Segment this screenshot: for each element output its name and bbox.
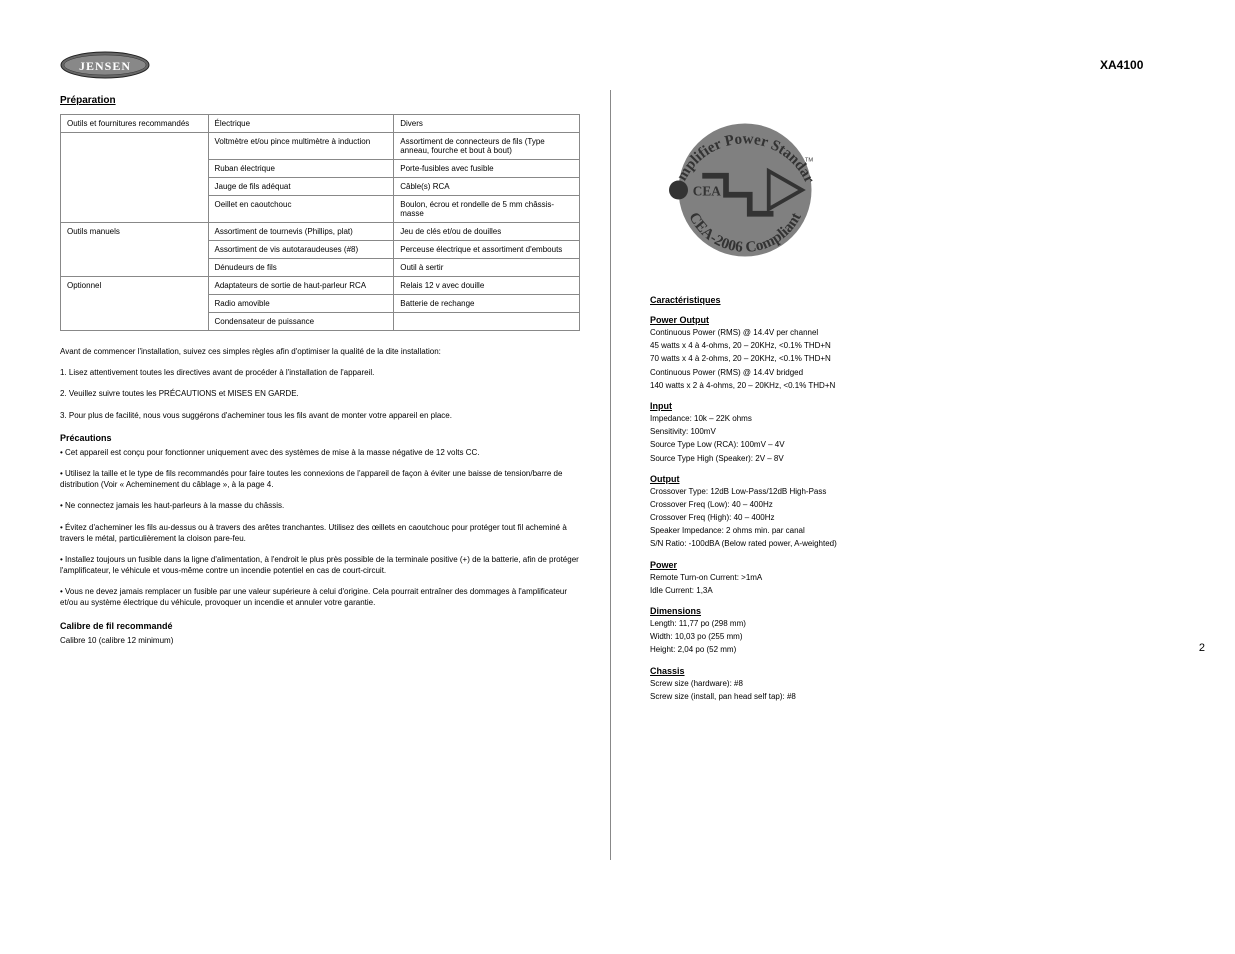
svg-text:TM: TM — [805, 158, 813, 164]
svg-text:CEA: CEA — [693, 184, 721, 199]
cell: Jauge de fils adéquat — [208, 178, 394, 196]
jensen-logo: JENSEN — [60, 50, 150, 80]
spec-line: Length: 11,77 po (298 mm) — [650, 618, 1170, 629]
spec-line: Continuous Power (RMS) @ 14.4V per chann… — [650, 327, 1170, 338]
spec-line: Width: 10,03 po (255 mm) — [650, 631, 1170, 642]
spec-line: Idle Current: 1,3A — [650, 585, 1170, 596]
page-number: 2 — [1199, 642, 1205, 654]
power-heading: Power — [650, 560, 1170, 570]
spec-line: S/N Ratio: -100dBA (Below rated power, A… — [650, 538, 1170, 549]
cell: Câble(s) RCA — [394, 178, 580, 196]
table-row: Voltmètre et/ou pince multimètre à induc… — [61, 133, 580, 160]
spec-line: Crossover Type: 12dB Low-Pass/12dB High-… — [650, 486, 1170, 497]
cell: Jeu de clés et/ou de douilles — [394, 223, 580, 241]
spec-line: Height: 2,04 po (52 mm) — [650, 644, 1170, 655]
para: • Évitez d'acheminer les fils au-dessus … — [60, 522, 580, 544]
spec-line: 140 watts x 2 à 4-ohms, 20 – 20KHz, <0.1… — [650, 380, 1170, 391]
column-divider — [610, 90, 611, 860]
cell: Batterie de rechange — [394, 295, 580, 313]
cell: Assortiment de tournevis (Phillips, plat… — [208, 223, 394, 241]
cell: Voltmètre et/ou pince multimètre à induc… — [208, 133, 394, 160]
para: 2. Veuillez suivre toutes les PRÉCAUTION… — [60, 388, 580, 399]
para: • Ne connectez jamais les haut-parleurs … — [60, 500, 580, 511]
power-output-heading: Power Output — [650, 315, 1170, 325]
para: • Installez toujours un fusible dans la … — [60, 554, 580, 576]
cell: Adaptateurs de sortie de haut-parleur RC… — [208, 277, 394, 295]
spec-line: 45 watts x 4 à 4-ohms, 20 – 20KHz, <0.1%… — [650, 340, 1170, 351]
specs-heading: Caractéristiques — [650, 295, 1170, 305]
precautions-title: Précautions — [60, 433, 580, 443]
spec-line: Sensitivity: 100mV — [650, 426, 1170, 437]
cell: Assortiment de connecteurs de fils (Type… — [394, 133, 580, 160]
spec-line: Source Type High (Speaker): 2V – 8V — [650, 453, 1170, 464]
spec-line: Continuous Power (RMS) @ 14.4V bridged — [650, 367, 1170, 378]
para: Calibre 10 (calibre 12 minimum) — [60, 635, 580, 646]
cell: Électrique — [208, 115, 394, 133]
table-row: Outils manuels Assortiment de tournevis … — [61, 223, 580, 241]
dimensions-heading: Dimensions — [650, 606, 1170, 616]
cell: Optionnel — [61, 277, 209, 331]
spec-line: Screw size (install, pan head self tap):… — [650, 691, 1170, 702]
cell: Radio amovible — [208, 295, 394, 313]
cell: Dénudeurs de fils — [208, 259, 394, 277]
spec-line: Crossover Freq (Low): 40 – 400Hz — [650, 499, 1170, 510]
para: 3. Pour plus de facilité, nous vous sugg… — [60, 410, 580, 421]
para: Avant de commencer l'installation, suive… — [60, 346, 580, 357]
spec-line: Source Type Low (RCA): 100mV – 4V — [650, 439, 1170, 450]
cell: Porte-fusibles avec fusible — [394, 160, 580, 178]
tools-table: Outils et fournitures recommandés Électr… — [60, 114, 580, 331]
spec-line: Speaker Impedance: 2 ohms min. par canal — [650, 525, 1170, 536]
cell: Ruban électrique — [208, 160, 394, 178]
cell: Oeillet en caoutchouc — [208, 196, 394, 223]
spec-line: Impedance: 10k – 22K ohms — [650, 413, 1170, 424]
right-column: Amplifier Power Standard CEA-2006 Compli… — [650, 95, 1170, 704]
model-label: XA4100 — [1100, 58, 1143, 72]
cell: Assortiment de vis autotaraudeuses (#8) — [208, 241, 394, 259]
svg-text:JENSEN: JENSEN — [79, 59, 131, 73]
spec-line: Screw size (hardware): #8 — [650, 678, 1170, 689]
cell: Condensateur de puissance — [208, 313, 394, 331]
left-column: Préparation Outils et fournitures recomm… — [60, 95, 580, 656]
cell: Outils et fournitures recommandés — [61, 115, 209, 133]
chassis-heading: Chassis — [650, 666, 1170, 676]
cell: Divers — [394, 115, 580, 133]
spec-line: Crossover Freq (High): 40 – 400Hz — [650, 512, 1170, 523]
input-heading: Input — [650, 401, 1170, 411]
para: • Utilisez la taille et le type de fils … — [60, 468, 580, 490]
cell — [61, 133, 209, 223]
cell — [394, 313, 580, 331]
para: • Cet appareil est conçu pour fonctionne… — [60, 447, 580, 458]
cell: Perceuse électrique et assortiment d'emb… — [394, 241, 580, 259]
cell: Outils manuels — [61, 223, 209, 277]
wire-gauge-title: Calibre de fil recommandé — [60, 621, 580, 631]
table-row: Outils et fournitures recommandés Électr… — [61, 115, 580, 133]
cell: Boulon, écrou et rondelle de 5 mm châssi… — [394, 196, 580, 223]
spec-line: 70 watts x 4 à 2-ohms, 20 – 20KHz, <0.1%… — [650, 353, 1170, 364]
cell: Relais 12 v avec douille — [394, 277, 580, 295]
spec-line: Remote Turn-on Current: >1mA — [650, 572, 1170, 583]
para: • Vous ne devez jamais remplacer un fusi… — [60, 586, 580, 608]
cea-2006-logo: Amplifier Power Standard CEA-2006 Compli… — [650, 95, 840, 285]
output-heading: Output — [650, 474, 1170, 484]
para: 1. Lisez attentivement toutes les direct… — [60, 367, 580, 378]
left-title: Préparation — [60, 95, 580, 106]
cell: Outil à sertir — [394, 259, 580, 277]
table-row: Optionnel Adaptateurs de sortie de haut-… — [61, 277, 580, 295]
